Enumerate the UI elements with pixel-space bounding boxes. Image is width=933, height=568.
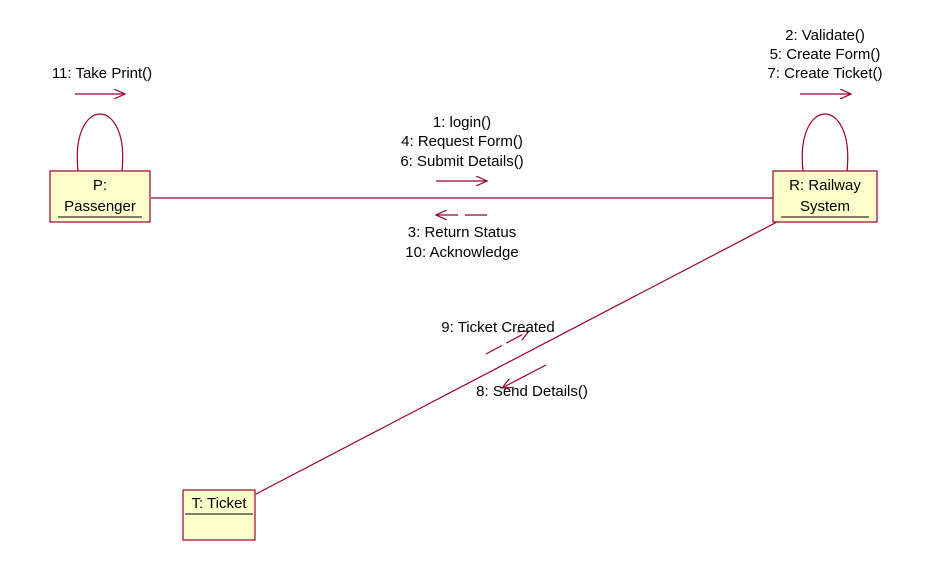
message-label: 10: Acknowledge — [405, 244, 518, 261]
link-railway-ticket — [255, 221, 778, 495]
label-passenger-to-railway: 1: login() 4: Request Form() 6: Submit D… — [400, 114, 523, 170]
message-label: 6: Submit Details() — [400, 153, 523, 170]
arrow-ticket-to-railway — [485, 331, 529, 355]
passenger-self-link — [76, 113, 124, 172]
object-railway-name: R: Railway — [789, 177, 861, 194]
message-label: 1: login() — [433, 114, 491, 131]
message-label: 2: Validate() — [785, 27, 865, 44]
label-railway-self: 2: Validate() 5: Create Form() 7: Create… — [767, 27, 882, 82]
object-ticket-name: T: Ticket — [191, 495, 247, 512]
label-passenger-self: 11: Take Print() — [52, 65, 152, 82]
label-ticket-to-railway: 9: Ticket Created — [441, 319, 554, 336]
object-passenger-name: P: — [93, 177, 107, 194]
object-ticket[interactable]: T: Ticket — [182, 489, 256, 541]
object-passenger-class: Passenger — [64, 198, 136, 215]
message-label: 8: Send Details() — [476, 383, 588, 400]
message-label: 11: Take Print() — [52, 65, 152, 82]
arrow-railway-to-ticket — [502, 364, 547, 388]
message-label: 3: Return Status — [408, 224, 516, 241]
object-railway-class: System — [800, 198, 850, 215]
message-label: 7: Create Ticket() — [767, 65, 882, 82]
message-label: 9: Ticket Created — [441, 319, 554, 336]
object-passenger[interactable]: P: Passenger — [49, 170, 151, 223]
message-label: 4: Request Form() — [401, 133, 523, 150]
label-railway-to-ticket: 8: Send Details() — [476, 383, 588, 400]
label-railway-to-passenger: 3: Return Status 10: Acknowledge — [405, 224, 518, 261]
message-label: 5: Create Form() — [770, 46, 881, 63]
railway-self-link — [801, 113, 849, 172]
object-railway-system[interactable]: R: Railway System — [772, 170, 878, 223]
